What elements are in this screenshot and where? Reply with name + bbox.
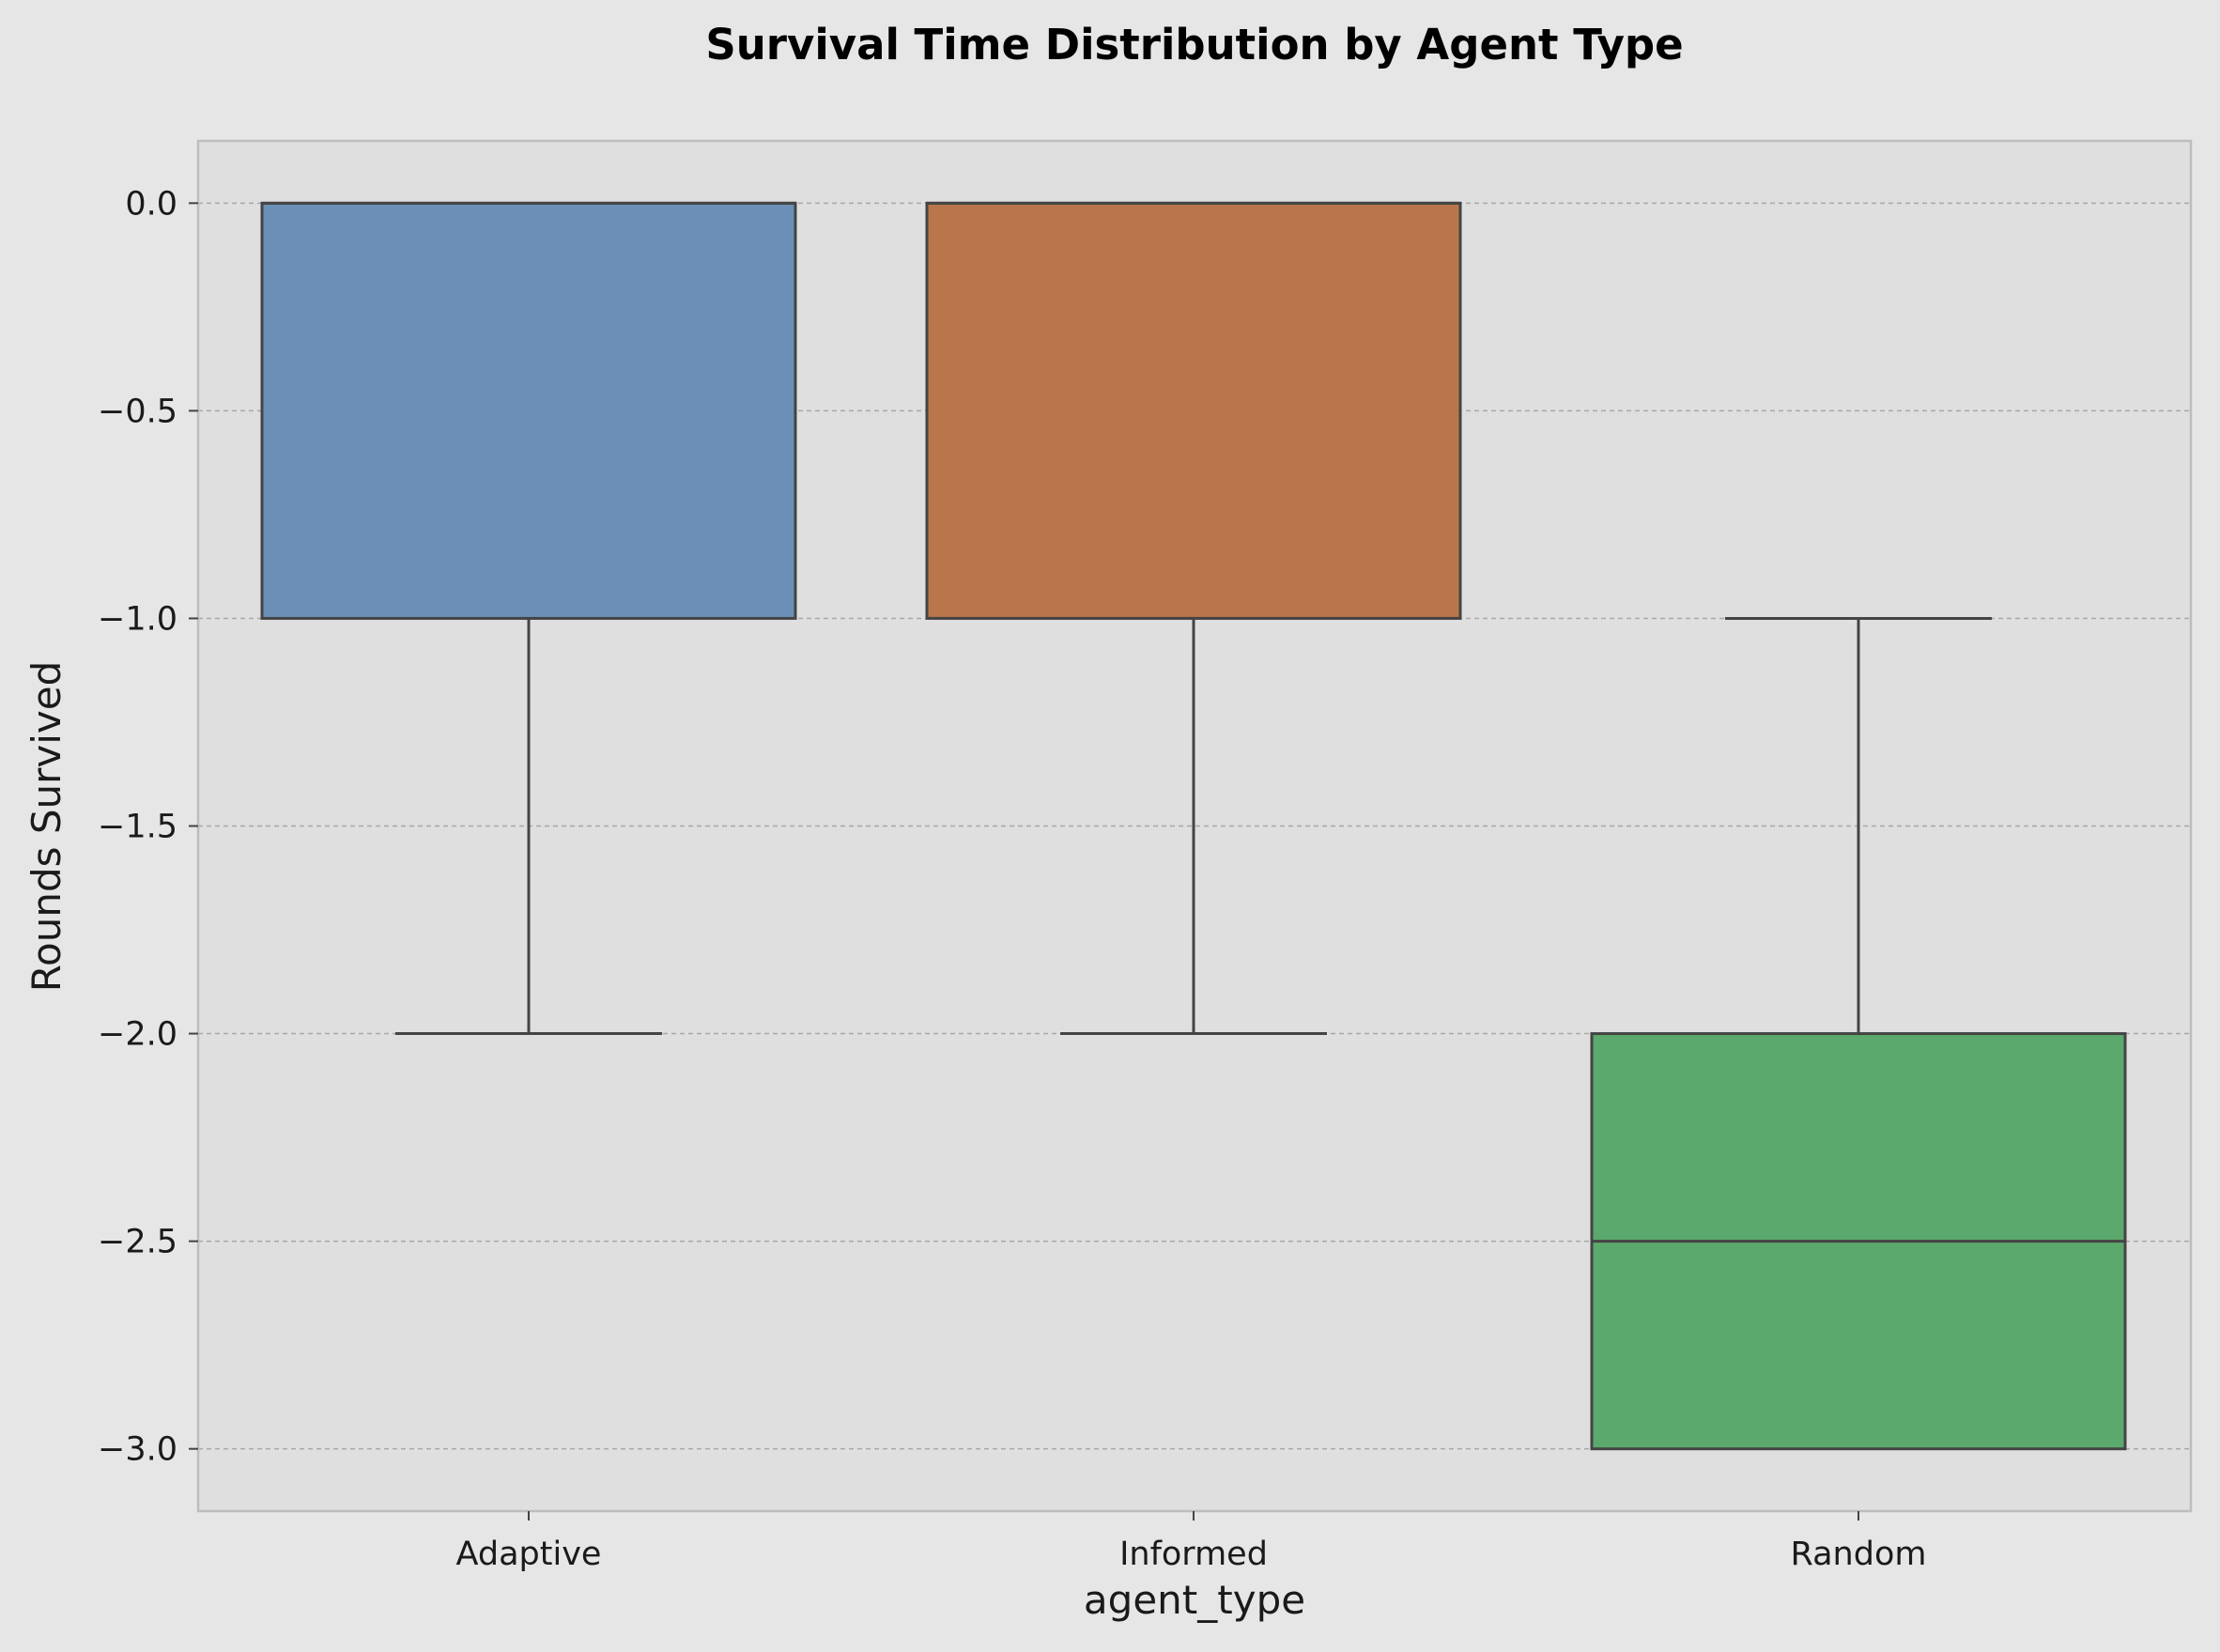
x-axis-label: agent_type (1084, 1577, 1305, 1623)
y-tick-label: 0.0 (125, 185, 177, 223)
box-random (1590, 616, 2127, 1451)
y-tick-label: −2.0 (98, 1016, 177, 1054)
box-body (925, 201, 1462, 620)
y-tick-label: −0.5 (98, 393, 177, 430)
y-axis-label: Rounds Survived (23, 661, 69, 993)
x-tick-label: Random (1791, 1536, 1927, 1573)
x-axis-ticks: Adaptive Informed Random (456, 1511, 1927, 1573)
box-informed (925, 201, 1462, 1036)
y-tick-label: −3.0 (98, 1431, 177, 1469)
y-tick-label: −1.5 (98, 809, 177, 846)
y-tick-label: −1.0 (98, 600, 177, 638)
box-body (260, 201, 797, 620)
chart-title: Survival Time Distribution by Agent Type (705, 20, 1683, 69)
box-adaptive (260, 201, 797, 1036)
boxes (260, 201, 2127, 1451)
y-tick-label: −2.5 (98, 1224, 177, 1261)
y-axis-ticks: 0.0 −0.5 −1.0 −1.5 −2.0 −2.5 −3.0 (98, 185, 198, 1469)
x-tick-label: Informed (1119, 1536, 1268, 1573)
x-tick-label: Adaptive (456, 1536, 602, 1573)
